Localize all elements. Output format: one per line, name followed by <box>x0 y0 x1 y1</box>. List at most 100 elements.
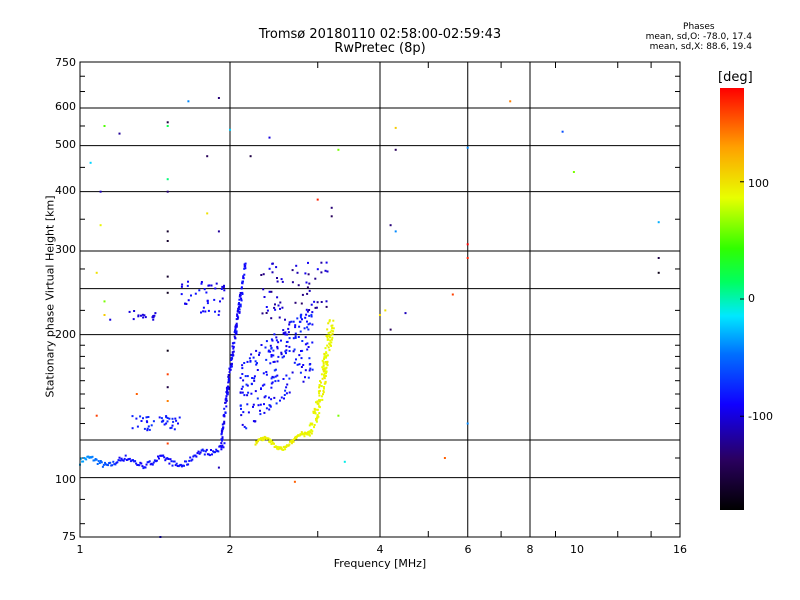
x-trace-point <box>261 436 264 439</box>
x-trace-point <box>332 319 335 322</box>
o-trace-point <box>200 282 203 285</box>
o-trace-point <box>288 323 291 326</box>
o-trace-point <box>227 385 229 388</box>
o-trace-point <box>272 376 275 379</box>
o-trace-point <box>263 296 266 298</box>
o-trace-point <box>141 313 144 316</box>
x-trace-point <box>323 356 326 359</box>
o-trace-point <box>187 299 190 302</box>
o-trace-point <box>218 310 221 313</box>
x-trace-point <box>263 438 266 441</box>
x-trace-point <box>276 445 279 448</box>
o-trace-point <box>286 333 289 336</box>
x-trace-point <box>330 344 332 347</box>
o-trace-point <box>252 420 255 423</box>
o-trace-point <box>292 320 295 323</box>
o-trace-point <box>195 455 198 458</box>
o-trace-point <box>118 456 121 459</box>
o-trace-point <box>141 465 144 468</box>
o-trace-point <box>80 457 82 460</box>
scatter-point <box>379 314 381 316</box>
x-trace-point <box>271 440 274 443</box>
o-trace-point <box>181 283 184 286</box>
o-trace-point <box>99 460 102 462</box>
o-trace-point <box>252 356 255 359</box>
o-trace-point <box>231 345 234 348</box>
data-points <box>79 97 660 538</box>
o-trace-point <box>276 345 279 348</box>
o-trace-point <box>298 363 301 366</box>
o-trace-point <box>169 458 172 461</box>
o-trace-point <box>221 444 224 447</box>
o-trace-point <box>219 444 222 447</box>
o-trace-point <box>273 369 276 372</box>
o-trace-point <box>205 291 208 294</box>
o-trace-point <box>199 451 202 454</box>
o-trace-point <box>147 416 150 418</box>
o-trace-point <box>223 414 226 417</box>
x-trace-point <box>260 437 263 440</box>
o-trace-point <box>142 316 145 319</box>
x-trace-point <box>316 402 319 405</box>
o-trace-point <box>96 463 99 465</box>
scatter-point <box>166 291 169 294</box>
o-trace-point <box>147 425 150 428</box>
o-trace-point <box>124 454 127 457</box>
scatter-point <box>330 206 333 209</box>
o-trace-point <box>283 397 285 400</box>
o-trace-point <box>267 350 270 353</box>
o-trace-point <box>307 376 310 379</box>
scatter-point <box>217 230 220 233</box>
o-trace-point <box>222 286 225 289</box>
o-trace-point <box>271 375 274 378</box>
o-trace-point <box>152 316 155 319</box>
o-trace-point <box>308 289 311 292</box>
o-trace-point <box>116 461 119 464</box>
x-trace-point <box>320 381 322 384</box>
o-trace-point <box>265 373 268 376</box>
x-trace-point <box>315 418 317 421</box>
x-trace-point <box>255 440 258 443</box>
o-trace-point <box>300 366 303 368</box>
o-trace-point <box>245 427 248 430</box>
x-trace-point <box>321 359 324 362</box>
o-trace-point <box>221 437 224 440</box>
o-trace-point <box>255 363 258 366</box>
o-trace-point <box>281 280 284 283</box>
o-trace-point <box>301 340 304 342</box>
o-trace-point <box>214 310 216 313</box>
o-trace-point <box>225 395 228 398</box>
o-trace-point <box>313 300 316 303</box>
o-trace-point <box>241 293 244 295</box>
scatter-point <box>657 257 660 259</box>
x-trace-point <box>318 400 321 403</box>
scatter-point <box>451 293 454 296</box>
o-trace-point <box>222 427 224 430</box>
x-trace-point <box>288 443 291 446</box>
o-trace-point <box>306 310 309 313</box>
scatter-point <box>389 224 392 227</box>
o-trace-point <box>206 299 209 302</box>
o-trace-point <box>220 433 223 436</box>
x-trace-point <box>292 440 295 443</box>
o-trace-point <box>280 351 283 354</box>
o-trace-point <box>294 336 297 339</box>
o-trace-point <box>299 316 302 319</box>
o-trace-point <box>307 346 310 348</box>
o-trace-point <box>225 405 228 408</box>
o-trace-point <box>270 346 273 349</box>
o-trace-point <box>227 386 230 389</box>
x-trace-point <box>290 439 293 442</box>
x-trace-point <box>269 439 272 442</box>
o-trace-point <box>326 270 329 273</box>
o-trace-point <box>140 462 143 465</box>
colorbar-tick-label: 100 <box>748 177 769 190</box>
o-trace-point <box>307 328 310 331</box>
x-trace-point <box>321 366 324 369</box>
o-trace-point <box>190 294 192 297</box>
o-trace-point <box>148 460 151 463</box>
o-trace-point <box>253 375 256 378</box>
scatter-point <box>166 230 169 233</box>
o-trace-point <box>223 420 226 423</box>
o-trace-point <box>142 417 144 420</box>
